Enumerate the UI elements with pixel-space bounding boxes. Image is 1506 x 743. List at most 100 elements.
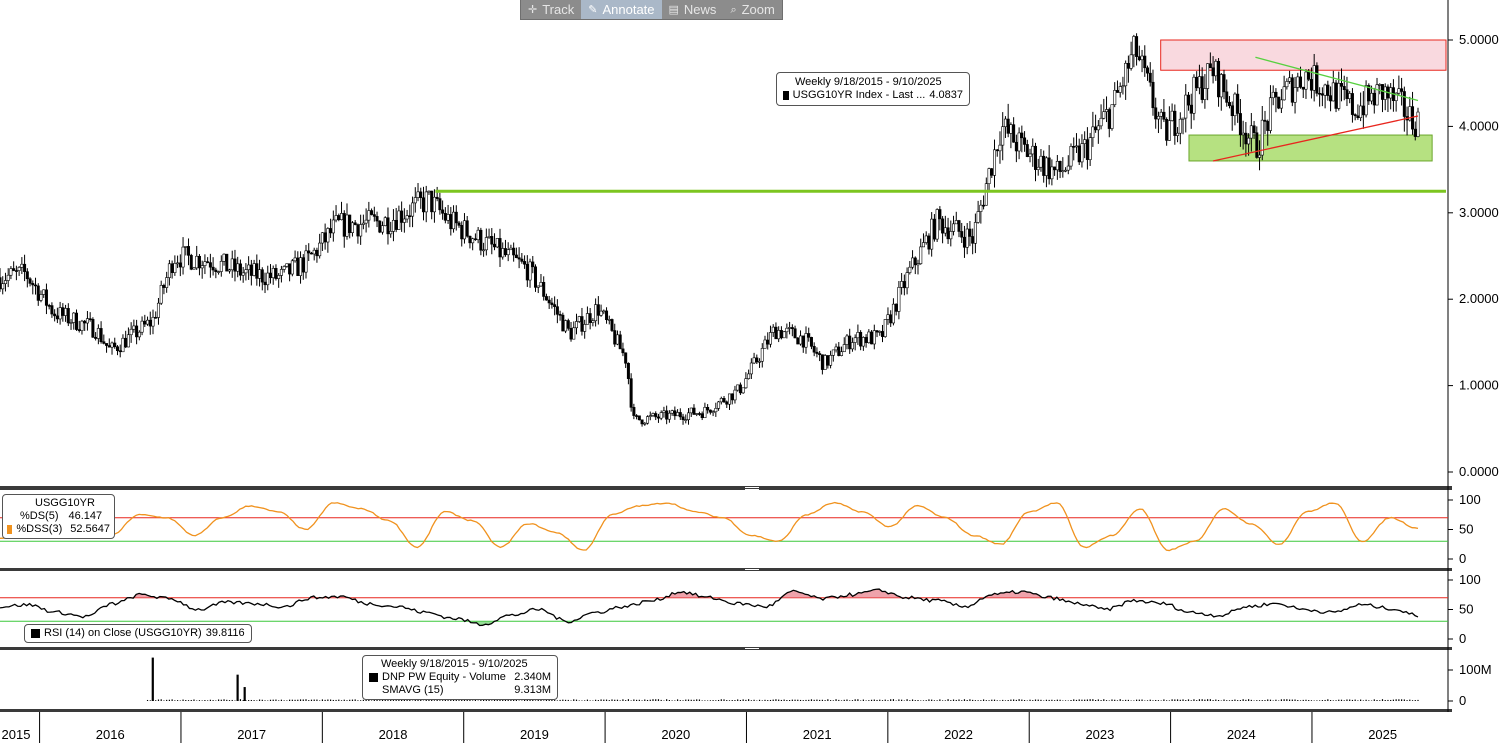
candle	[435, 186, 439, 202]
candle	[25, 268, 29, 288]
candle	[1274, 88, 1278, 113]
rsi-line[interactable]	[0, 588, 1419, 627]
rising-trendline[interactable]	[1212, 115, 1419, 162]
candle	[913, 256, 917, 275]
candle	[176, 255, 180, 269]
candle	[208, 253, 212, 278]
candle	[342, 210, 346, 248]
candle	[1091, 111, 1095, 147]
price-legend[interactable]: Weekly 9/18/2015 - 9/10/2025 USGG10YR In…	[776, 72, 970, 106]
volume-spike-bar	[151, 657, 154, 701]
candle	[509, 244, 513, 251]
candle	[840, 346, 844, 357]
candle	[744, 372, 748, 389]
candle	[954, 211, 958, 225]
rsi-axis-label: 100	[1459, 572, 1481, 587]
price-panel-divider[interactable]	[0, 486, 1452, 490]
candle	[58, 301, 62, 325]
candle	[766, 332, 770, 350]
candle	[525, 255, 529, 287]
candle	[228, 268, 232, 274]
candle	[580, 307, 584, 336]
candle	[793, 325, 797, 339]
candle	[621, 342, 625, 357]
stoch-line[interactable]	[0, 501, 1419, 552]
candle	[482, 242, 486, 257]
falling-trendline[interactable]	[1255, 56, 1419, 102]
candle	[553, 296, 557, 316]
volume-legend[interactable]: Weekly 9/18/2015 - 9/10/2025 DNP PW Equi…	[362, 655, 558, 700]
candle	[872, 324, 876, 350]
candle	[99, 321, 103, 344]
candle	[1285, 78, 1289, 90]
candle	[763, 335, 767, 349]
candle	[941, 216, 945, 244]
candle	[36, 283, 40, 306]
candle	[285, 263, 289, 268]
candle	[1353, 113, 1357, 121]
divider-grip-handles[interactable]	[745, 487, 759, 649]
candle	[247, 256, 251, 280]
candle	[1195, 71, 1199, 92]
candle	[1200, 67, 1204, 104]
news-tool[interactable]: ▤ News	[668, 2, 717, 17]
candle	[173, 255, 177, 276]
candle	[402, 208, 406, 233]
price-trendlines[interactable]	[435, 56, 1446, 193]
candle	[1263, 110, 1267, 135]
candle	[583, 319, 587, 339]
candle	[1053, 166, 1057, 176]
candle	[301, 254, 305, 280]
candle	[1334, 80, 1338, 113]
candle	[487, 228, 491, 239]
resistance-zone[interactable]	[1160, 39, 1447, 71]
candle	[506, 242, 510, 262]
zoom-tool[interactable]: ⌕ Zoom	[730, 2, 775, 17]
candle	[564, 319, 568, 334]
sma-swatch-icon	[369, 686, 378, 695]
price-candles[interactable]	[0, 33, 1420, 427]
candle	[1165, 117, 1169, 146]
rsi-legend[interactable]: RSI (14) on Close (USGG10YR) 39.8116	[24, 624, 252, 643]
candle	[495, 237, 499, 249]
candle	[539, 273, 543, 287]
track-tool[interactable]: ✛ Track	[528, 2, 575, 17]
price-legend-value: 4.0837	[929, 89, 963, 101]
candle	[88, 312, 92, 322]
candle	[558, 310, 562, 321]
candle	[1249, 113, 1253, 152]
candle	[323, 223, 327, 250]
candle	[637, 415, 641, 421]
stoch-legend[interactable]: USGG10YR %DS(5) 46.147 %DSS(3) 52.5647	[2, 494, 115, 539]
candle	[1206, 63, 1210, 101]
volume-swatch-icon	[369, 673, 378, 682]
candle	[61, 303, 65, 322]
candle	[1225, 79, 1229, 107]
candle	[755, 354, 759, 365]
candle	[156, 297, 160, 325]
candle	[1400, 77, 1404, 106]
candle	[1055, 155, 1059, 180]
rsi-panel-divider[interactable]	[0, 647, 1452, 650]
candle	[1241, 120, 1245, 150]
candle	[804, 326, 808, 354]
candle	[1146, 65, 1150, 81]
candle	[708, 409, 712, 415]
candle	[1339, 68, 1343, 102]
candle	[1378, 83, 1382, 95]
candle	[102, 334, 106, 345]
x-axis-label: 2020	[661, 727, 690, 742]
candle	[1028, 148, 1032, 163]
candle	[536, 285, 540, 294]
candle	[452, 205, 456, 233]
candle	[1124, 60, 1128, 100]
x-axis-label: 2018	[379, 727, 408, 742]
candle	[154, 311, 158, 319]
candle	[550, 297, 554, 309]
annotate-tool[interactable]: ✎ Annotate	[581, 0, 662, 19]
candle	[1069, 143, 1073, 170]
stoch-panel-divider[interactable]	[0, 568, 1452, 571]
candle	[1061, 157, 1065, 178]
candle	[1036, 158, 1040, 176]
